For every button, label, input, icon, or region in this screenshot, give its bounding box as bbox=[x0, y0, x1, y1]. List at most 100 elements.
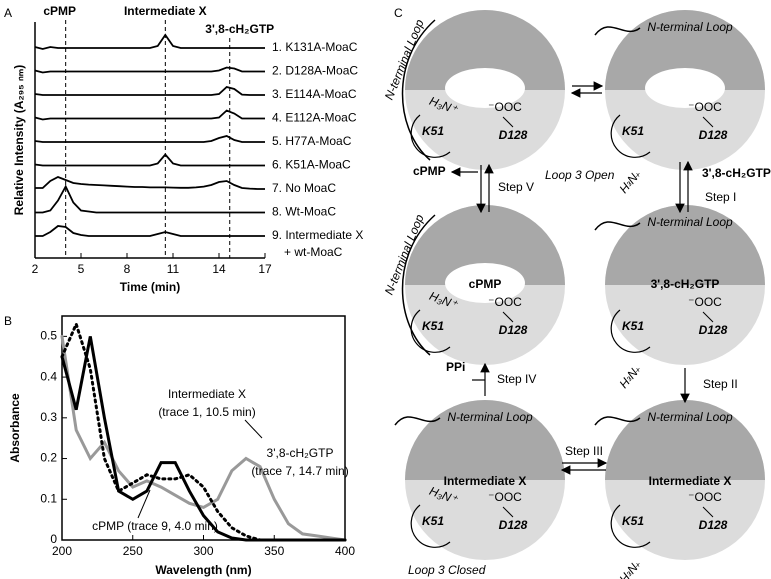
species: 3',8-cH₂GTP bbox=[702, 166, 771, 180]
panel-label: C bbox=[394, 6, 403, 20]
x-tick-label: 8 bbox=[124, 262, 131, 276]
step-label: Step III bbox=[565, 444, 603, 458]
carboxylate: ⁻OOC bbox=[488, 490, 522, 504]
residue: K51 bbox=[622, 319, 644, 333]
loop bbox=[394, 416, 441, 426]
x-tick-label: 350 bbox=[264, 544, 284, 558]
marker-label: Intermediate X bbox=[124, 4, 207, 18]
aspartate-bond bbox=[502, 116, 514, 128]
marker-label: 3',8-cH₂GTP bbox=[205, 22, 274, 36]
lysine-arc bbox=[410, 114, 451, 158]
residue: K51 bbox=[422, 319, 444, 333]
leader bbox=[244, 419, 263, 439]
carboxylate: ⁻OOC bbox=[688, 295, 722, 309]
residue: D128 bbox=[499, 128, 528, 142]
enzyme-upper bbox=[605, 400, 765, 480]
y-tick-label: 0 bbox=[50, 532, 57, 546]
x-tick-label: 11 bbox=[167, 262, 180, 276]
x-tick-label: 17 bbox=[258, 262, 272, 276]
y-axis-title: Relative Intensity (A₂₉₅ ₙₘ) bbox=[12, 65, 26, 216]
residue: K51 bbox=[622, 124, 644, 138]
x-axis-title: Time (min) bbox=[120, 280, 180, 294]
trace-label: 7. No MoaC bbox=[272, 181, 336, 195]
trace bbox=[35, 225, 265, 237]
residue: D128 bbox=[499, 518, 528, 532]
panel-label: B bbox=[4, 314, 12, 328]
annotation: cPMP (trace 9, 4.0 min) bbox=[92, 519, 218, 533]
loop-label: N-terminal Loop bbox=[647, 20, 733, 34]
loop-label: N-terminal Loop bbox=[447, 410, 533, 424]
loop bbox=[594, 416, 641, 426]
carboxylate: ⁻OOC bbox=[488, 295, 522, 309]
loop-label: N-terminal Loop bbox=[647, 215, 733, 229]
y-tick-label: 0.4 bbox=[40, 369, 57, 383]
aspartate-bond bbox=[502, 506, 514, 518]
residue: D128 bbox=[499, 323, 528, 337]
marker-label: cPMP bbox=[43, 4, 76, 18]
active-site bbox=[445, 68, 525, 108]
loop bbox=[401, 214, 436, 356]
y-tick-label: 0.3 bbox=[40, 410, 57, 424]
amine: ⁺NᵋH bbox=[616, 556, 644, 579]
trace-label: 4. E112A-MoaC bbox=[272, 111, 357, 125]
trace-label: 1. K131A-MoaC bbox=[272, 40, 358, 54]
x-tick-label: 14 bbox=[212, 262, 226, 276]
lysine-arc bbox=[610, 309, 651, 353]
trace-label: 6. K51A-MoaC bbox=[272, 158, 351, 172]
loop bbox=[594, 26, 641, 36]
carboxylate: ⁻OOC bbox=[488, 100, 522, 114]
y-tick-label: 0.5 bbox=[40, 329, 57, 343]
x-tick-label: 200 bbox=[52, 544, 72, 558]
trace bbox=[35, 176, 265, 190]
x-tick-label: 400 bbox=[335, 544, 355, 558]
lysine-arc bbox=[610, 504, 651, 548]
trace bbox=[34, 86, 265, 96]
step-label: Step V bbox=[498, 180, 534, 194]
loop bbox=[594, 221, 641, 231]
panel-label: A bbox=[4, 6, 12, 20]
ligand: cPMP bbox=[469, 277, 502, 291]
trace bbox=[34, 153, 265, 167]
loop bbox=[401, 19, 436, 161]
residue: K51 bbox=[422, 124, 444, 138]
spectrum bbox=[60, 336, 347, 542]
x-tick-label: 300 bbox=[193, 544, 213, 558]
aspartate-bond bbox=[702, 116, 714, 128]
aspartate-bond bbox=[702, 506, 714, 518]
step-label: Step II bbox=[703, 377, 738, 391]
trace bbox=[34, 109, 265, 121]
amine: ⁺NᵋH bbox=[616, 361, 644, 391]
step-label: Step I bbox=[705, 190, 736, 204]
trace-label: 5. H77A-MoaC bbox=[272, 134, 352, 148]
note: Loop 3 Closed bbox=[408, 563, 486, 577]
residue: K51 bbox=[622, 514, 644, 528]
annotation: Intermediate X bbox=[168, 387, 246, 401]
aspartate-bond bbox=[502, 311, 514, 323]
trace-label: + wt-MoaC bbox=[284, 245, 343, 259]
annotation: (trace 7, 14.7 min) bbox=[251, 464, 348, 478]
trace bbox=[34, 66, 265, 74]
trace-label: 3. E114A-MoaC bbox=[272, 87, 357, 101]
trace bbox=[35, 184, 265, 214]
annotation: 3',8-cH₂GTP bbox=[267, 446, 334, 460]
ligand: Intermediate X bbox=[649, 474, 732, 488]
x-axis-title: Wavelength (nm) bbox=[155, 563, 251, 577]
active-site bbox=[645, 68, 725, 108]
trace-label: 2. D128A-MoaC bbox=[272, 64, 358, 78]
enzyme-upper bbox=[605, 10, 765, 90]
note: Loop 3 Open bbox=[545, 168, 615, 182]
lysine-arc bbox=[610, 114, 651, 158]
trace-label: 9. Intermediate X bbox=[272, 228, 363, 242]
ligand: Intermediate X bbox=[444, 474, 527, 488]
trace-label: 8. Wt-MoaC bbox=[272, 205, 336, 219]
enzyme-upper bbox=[405, 400, 565, 480]
active-site bbox=[445, 263, 525, 303]
trace bbox=[34, 33, 265, 50]
step-label: Step IV bbox=[497, 372, 536, 386]
annotation: (trace 1, 10.5 min) bbox=[158, 405, 255, 419]
x-tick-label: 5 bbox=[78, 262, 85, 276]
spectrum bbox=[60, 334, 347, 542]
residue: D128 bbox=[699, 518, 728, 532]
carboxylate: ⁻OOC bbox=[688, 100, 722, 114]
